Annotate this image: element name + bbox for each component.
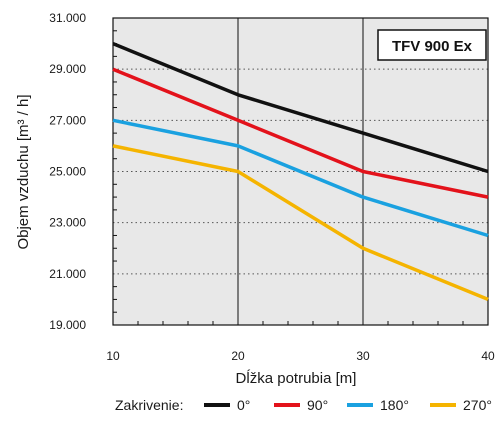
series-line-0 — [112, 41, 489, 174]
legend-label: 180° — [380, 397, 409, 413]
y-tick-label: 25.000 — [49, 165, 86, 179]
x-tick-label: 10 — [106, 349, 120, 363]
series-line-3 — [112, 144, 489, 302]
series-line-1 — [112, 67, 489, 199]
y-tick-label: 29.000 — [49, 62, 86, 76]
legend-label: 90° — [307, 397, 328, 413]
y-axis-title: Objem vzduchu [m³ / h] — [15, 94, 32, 249]
y-tick-label: 23.000 — [49, 216, 86, 230]
y-tick-label: 27.000 — [49, 113, 86, 127]
x-tick-label: 40 — [481, 349, 495, 363]
chart-title: TFV 900 Ex — [392, 38, 473, 55]
legend: Zakrivenie: 0° 90° 180° 270° — [115, 397, 492, 413]
series-line-2 — [112, 118, 489, 238]
x-tick-label: 20 — [231, 349, 245, 363]
y-tick-label: 31.000 — [49, 11, 86, 25]
x-axis-title: Dĺžka potrubia [m] — [236, 369, 357, 387]
y-tick-label: 19.000 — [49, 318, 86, 332]
legend-label: 270° — [463, 397, 492, 413]
y-tick-label: 21.000 — [49, 267, 86, 281]
x-tick-label: 30 — [356, 349, 370, 363]
legend-title: Zakrivenie: — [115, 397, 183, 413]
title-badge: TFV 900 Ex — [377, 29, 487, 61]
title-badge-frame — [377, 29, 487, 61]
legend-label: 0° — [237, 397, 250, 413]
